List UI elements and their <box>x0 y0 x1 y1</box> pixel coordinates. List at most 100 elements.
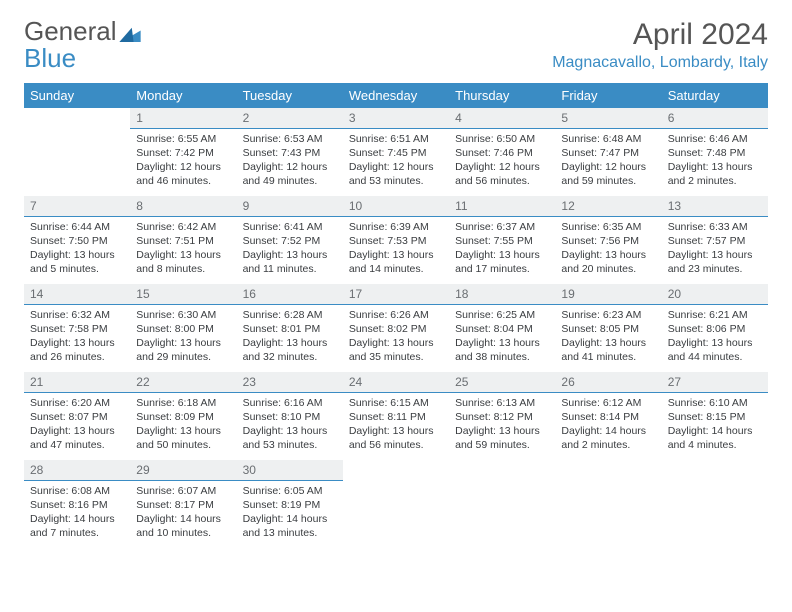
calendar-cell: 6Sunrise: 6:46 AMSunset: 7:48 PMDaylight… <box>662 108 768 196</box>
day-number: 22 <box>130 372 236 393</box>
calendar-row: 14Sunrise: 6:32 AMSunset: 7:58 PMDayligh… <box>24 284 768 372</box>
day-number: 7 <box>24 196 130 217</box>
day-details: Sunrise: 6:42 AMSunset: 7:51 PMDaylight:… <box>130 217 236 281</box>
calendar-cell: 10Sunrise: 6:39 AMSunset: 7:53 PMDayligh… <box>343 196 449 284</box>
calendar-cell: 20Sunrise: 6:21 AMSunset: 8:06 PMDayligh… <box>662 284 768 372</box>
calendar-cell: 28Sunrise: 6:08 AMSunset: 8:16 PMDayligh… <box>24 460 130 548</box>
day-details: Sunrise: 6:44 AMSunset: 7:50 PMDaylight:… <box>24 217 130 281</box>
calendar-cell: 23Sunrise: 6:16 AMSunset: 8:10 PMDayligh… <box>237 372 343 460</box>
calendar-cell: 21Sunrise: 6:20 AMSunset: 8:07 PMDayligh… <box>24 372 130 460</box>
day-number: 21 <box>24 372 130 393</box>
day-details: Sunrise: 6:28 AMSunset: 8:01 PMDaylight:… <box>237 305 343 369</box>
calendar-cell: 9Sunrise: 6:41 AMSunset: 7:52 PMDaylight… <box>237 196 343 284</box>
day-number: 20 <box>662 284 768 305</box>
calendar-cell: .. <box>555 460 661 548</box>
day-number: 10 <box>343 196 449 217</box>
day-details: Sunrise: 6:48 AMSunset: 7:47 PMDaylight:… <box>555 129 661 193</box>
calendar-cell: 18Sunrise: 6:25 AMSunset: 8:04 PMDayligh… <box>449 284 555 372</box>
day-details: Sunrise: 6:35 AMSunset: 7:56 PMDaylight:… <box>555 217 661 281</box>
title-block: April 2024 Magnacavallo, Lombardy, Italy <box>552 18 768 72</box>
calendar-row: 7Sunrise: 6:44 AMSunset: 7:50 PMDaylight… <box>24 196 768 284</box>
day-details: Sunrise: 6:20 AMSunset: 8:07 PMDaylight:… <box>24 393 130 457</box>
day-details: Sunrise: 6:16 AMSunset: 8:10 PMDaylight:… <box>237 393 343 457</box>
day-number: 30 <box>237 460 343 481</box>
day-number: 6 <box>662 108 768 129</box>
day-number: 24 <box>343 372 449 393</box>
day-number: 2 <box>237 108 343 129</box>
day-number: 28 <box>24 460 130 481</box>
day-details: Sunrise: 6:33 AMSunset: 7:57 PMDaylight:… <box>662 217 768 281</box>
day-number: 29 <box>130 460 236 481</box>
calendar-cell: .. <box>662 460 768 548</box>
day-details: Sunrise: 6:05 AMSunset: 8:19 PMDaylight:… <box>237 481 343 545</box>
day-details: Sunrise: 6:46 AMSunset: 7:48 PMDaylight:… <box>662 129 768 193</box>
day-details: Sunrise: 6:50 AMSunset: 7:46 PMDaylight:… <box>449 129 555 193</box>
day-details: Sunrise: 6:32 AMSunset: 7:58 PMDaylight:… <box>24 305 130 369</box>
calendar-cell: 2Sunrise: 6:53 AMSunset: 7:43 PMDaylight… <box>237 108 343 196</box>
day-details: Sunrise: 6:53 AMSunset: 7:43 PMDaylight:… <box>237 129 343 193</box>
calendar-row: 28Sunrise: 6:08 AMSunset: 8:16 PMDayligh… <box>24 460 768 548</box>
weekday-header: Saturday <box>662 83 768 108</box>
weekday-header: Wednesday <box>343 83 449 108</box>
weekday-header: Monday <box>130 83 236 108</box>
day-details: Sunrise: 6:39 AMSunset: 7:53 PMDaylight:… <box>343 217 449 281</box>
page-title: April 2024 <box>552 18 768 52</box>
calendar-cell: 16Sunrise: 6:28 AMSunset: 8:01 PMDayligh… <box>237 284 343 372</box>
day-number: 18 <box>449 284 555 305</box>
page-subtitle: Magnacavallo, Lombardy, Italy <box>552 54 768 72</box>
day-details: Sunrise: 6:15 AMSunset: 8:11 PMDaylight:… <box>343 393 449 457</box>
calendar-cell: 12Sunrise: 6:35 AMSunset: 7:56 PMDayligh… <box>555 196 661 284</box>
day-details: Sunrise: 6:55 AMSunset: 7:42 PMDaylight:… <box>130 129 236 193</box>
calendar-cell: .. <box>449 460 555 548</box>
day-details: Sunrise: 6:26 AMSunset: 8:02 PMDaylight:… <box>343 305 449 369</box>
day-number: 19 <box>555 284 661 305</box>
logo: GeneralBlue <box>24 18 141 73</box>
day-details: Sunrise: 6:25 AMSunset: 8:04 PMDaylight:… <box>449 305 555 369</box>
day-details: Sunrise: 6:08 AMSunset: 8:16 PMDaylight:… <box>24 481 130 545</box>
calendar-cell: 15Sunrise: 6:30 AMSunset: 8:00 PMDayligh… <box>130 284 236 372</box>
calendar-cell: 7Sunrise: 6:44 AMSunset: 7:50 PMDaylight… <box>24 196 130 284</box>
calendar-cell: 11Sunrise: 6:37 AMSunset: 7:55 PMDayligh… <box>449 196 555 284</box>
day-number: 5 <box>555 108 661 129</box>
day-number: 13 <box>662 196 768 217</box>
calendar-cell: 1Sunrise: 6:55 AMSunset: 7:42 PMDaylight… <box>130 108 236 196</box>
day-details: Sunrise: 6:12 AMSunset: 8:14 PMDaylight:… <box>555 393 661 457</box>
day-number: 26 <box>555 372 661 393</box>
calendar-cell: .. <box>343 460 449 548</box>
day-number: 15 <box>130 284 236 305</box>
day-details: Sunrise: 6:07 AMSunset: 8:17 PMDaylight:… <box>130 481 236 545</box>
calendar-table: Sunday Monday Tuesday Wednesday Thursday… <box>24 83 768 548</box>
calendar-cell: 30Sunrise: 6:05 AMSunset: 8:19 PMDayligh… <box>237 460 343 548</box>
calendar-cell: 14Sunrise: 6:32 AMSunset: 7:58 PMDayligh… <box>24 284 130 372</box>
day-number: 3 <box>343 108 449 129</box>
day-number: 8 <box>130 196 236 217</box>
day-details: Sunrise: 6:41 AMSunset: 7:52 PMDaylight:… <box>237 217 343 281</box>
day-number: 25 <box>449 372 555 393</box>
logo-text-b: Blue <box>24 43 76 73</box>
day-details: Sunrise: 6:21 AMSunset: 8:06 PMDaylight:… <box>662 305 768 369</box>
calendar-cell: 17Sunrise: 6:26 AMSunset: 8:02 PMDayligh… <box>343 284 449 372</box>
calendar-row: ..1Sunrise: 6:55 AMSunset: 7:42 PMDaylig… <box>24 108 768 196</box>
day-number: 23 <box>237 372 343 393</box>
weekday-header: Friday <box>555 83 661 108</box>
weekday-header: Thursday <box>449 83 555 108</box>
day-number: 16 <box>237 284 343 305</box>
day-number: 1 <box>130 108 236 129</box>
day-number: 11 <box>449 196 555 217</box>
calendar-cell: 13Sunrise: 6:33 AMSunset: 7:57 PMDayligh… <box>662 196 768 284</box>
calendar-cell: 3Sunrise: 6:51 AMSunset: 7:45 PMDaylight… <box>343 108 449 196</box>
calendar-cell: 24Sunrise: 6:15 AMSunset: 8:11 PMDayligh… <box>343 372 449 460</box>
weekday-header: Tuesday <box>237 83 343 108</box>
day-number: 12 <box>555 196 661 217</box>
header: GeneralBlue April 2024 Magnacavallo, Lom… <box>24 18 768 73</box>
day-number: 17 <box>343 284 449 305</box>
day-number: 4 <box>449 108 555 129</box>
day-number: 27 <box>662 372 768 393</box>
calendar-cell: 4Sunrise: 6:50 AMSunset: 7:46 PMDaylight… <box>449 108 555 196</box>
calendar-body: ..1Sunrise: 6:55 AMSunset: 7:42 PMDaylig… <box>24 108 768 548</box>
calendar-row: 21Sunrise: 6:20 AMSunset: 8:07 PMDayligh… <box>24 372 768 460</box>
day-details: Sunrise: 6:30 AMSunset: 8:00 PMDaylight:… <box>130 305 236 369</box>
logo-icon <box>119 20 141 47</box>
calendar-cell: 26Sunrise: 6:12 AMSunset: 8:14 PMDayligh… <box>555 372 661 460</box>
calendar-cell: .. <box>24 108 130 196</box>
